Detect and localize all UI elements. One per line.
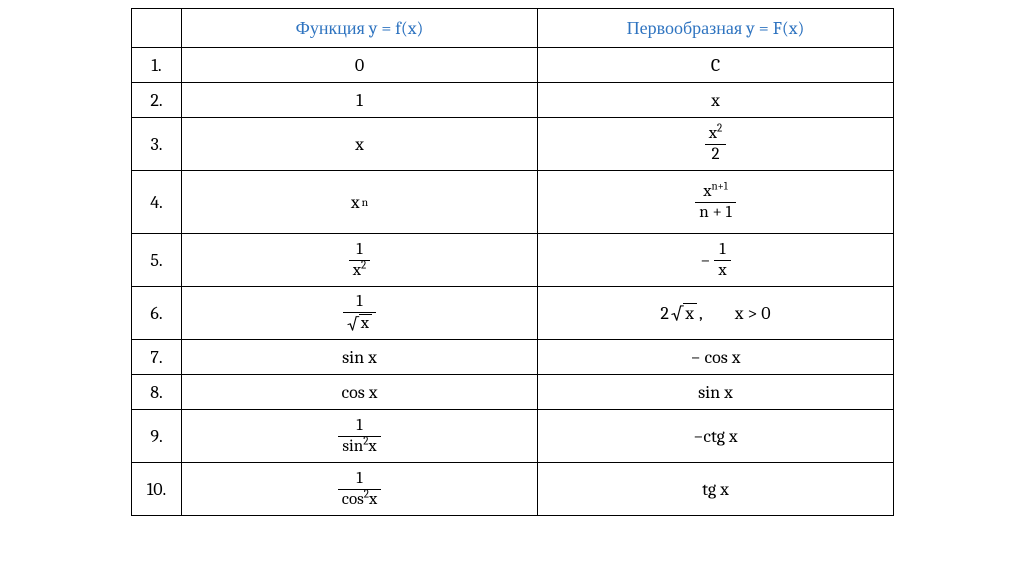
table-row: 2.1x [132,83,894,118]
row-index: 8. [132,375,182,410]
table-row: 8.cos xsin x [132,375,894,410]
function-cell: sin x [182,340,538,375]
table-row: 4.xnxn+1n + 1 [132,171,894,234]
antiderivative-cell: C [538,48,894,83]
antiderivative-cell: xn+1n + 1 [538,171,894,234]
antiderivative-cell: −ctg x [538,410,894,463]
function-cell: 1sin2x [182,410,538,463]
row-index: 1. [132,48,182,83]
row-index: 6. [132,287,182,340]
row-index: 10. [132,463,182,516]
function-cell: xn [182,171,538,234]
function-cell: 1√x [182,287,538,340]
function-cell: cos x [182,375,538,410]
row-index: 4. [132,171,182,234]
table-header-function: Функция y = f(x) [182,9,538,48]
row-index: 3. [132,118,182,171]
row-index: 9. [132,410,182,463]
function-cell: 1cos2x [182,463,538,516]
antiderivative-table: Функция y = f(x) Первообразная y = F(x) … [131,8,894,516]
antiderivative-cell: 2√x,x > 0 [538,287,894,340]
function-cell: 0 [182,48,538,83]
row-index: 2. [132,83,182,118]
antiderivative-cell: −1x [538,234,894,287]
table-row: 7.sin x− cos x [132,340,894,375]
table-row: 1.0C [132,48,894,83]
function-cell: 1x2 [182,234,538,287]
table-row: 3.xx22 [132,118,894,171]
row-index: 7. [132,340,182,375]
table-body: 1.0C2.1x3.xx224.xnxn+1n + 15.1x2−1x6.1√x… [132,48,894,516]
table-row: 6.1√x2√x,x > 0 [132,287,894,340]
function-cell: 1 [182,83,538,118]
antiderivative-cell: x [538,83,894,118]
table-row: 10.1cos2xtg x [132,463,894,516]
antiderivative-cell: tg x [538,463,894,516]
table-row: 5.1x2−1x [132,234,894,287]
table-header-antiderivative: Первообразная y = F(x) [538,9,894,48]
function-cell: x [182,118,538,171]
table-header-blank [132,9,182,48]
antiderivative-cell: − cos x [538,340,894,375]
antiderivative-cell: x22 [538,118,894,171]
table-header-row: Функция y = f(x) Первообразная y = F(x) [132,9,894,48]
table-row: 9.1sin2x−ctg x [132,410,894,463]
antiderivative-cell: sin x [538,375,894,410]
row-index: 5. [132,234,182,287]
page: Функция y = f(x) Первообразная y = F(x) … [0,0,1024,574]
